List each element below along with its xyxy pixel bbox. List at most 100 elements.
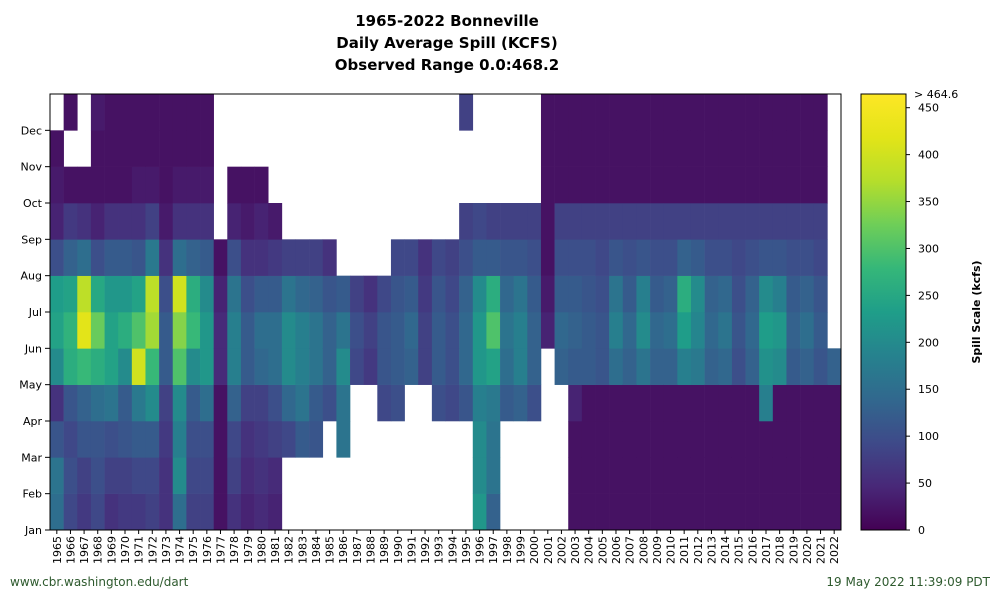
footer-timestamp: 19 May 2022 11:39:09 PDT: [826, 575, 990, 589]
heatmap-cell-2019-aug: [786, 239, 801, 276]
heatmap-cell-1981-jun: [268, 312, 283, 349]
heatmap-cell-2016-oct: [745, 166, 760, 204]
heatmap-cell-2002-dec: [554, 94, 569, 131]
colorbar-tick-label-200: 200: [918, 336, 939, 349]
heatmap-cell-2006-mar: [609, 421, 624, 458]
x-tick-label-1983: 1983: [296, 536, 309, 564]
colorbar-tick-label-250: 250: [918, 289, 939, 302]
x-tick-label-2010: 2010: [665, 536, 678, 564]
heatmap-cell-2002-jun: [554, 312, 569, 349]
heatmap-cell-2011-may: [677, 348, 692, 385]
heatmap-cell-1966-dec: [63, 94, 78, 131]
x-tick-label-1995: 1995: [460, 536, 473, 564]
heatmap-cell-2009-jan: [650, 493, 665, 531]
heatmap-cell-1979-feb: [240, 457, 255, 494]
heatmap-cell-1976-feb: [200, 457, 214, 494]
heatmap-cell-1970-jul: [118, 275, 133, 313]
heatmap-cell-1988-jul: [363, 275, 378, 313]
heatmap-cell-1982-apr: [281, 384, 296, 422]
heatmap-cell-2002-oct: [554, 166, 569, 204]
heatmap-cell-2014-aug: [718, 239, 733, 276]
heatmap-cell-1972-aug: [145, 239, 160, 276]
heatmap-cell-2018-apr: [772, 384, 787, 422]
heatmap-cell-1966-jun: [63, 312, 78, 349]
heatmap-cell-1981-jul: [268, 275, 283, 313]
heatmap-cell-2016-mar: [745, 421, 760, 458]
heatmap-cell-2019-apr: [786, 384, 801, 422]
x-tick-label-1973: 1973: [160, 536, 173, 564]
heatmap-cell-1978-may: [227, 348, 242, 385]
heatmap-cell-1980-feb: [254, 457, 269, 494]
heatmap-cell-2000-apr: [527, 384, 542, 422]
heatmap-cell-2001-dec: [540, 94, 555, 131]
heatmap-cell-2009-oct: [650, 166, 665, 204]
heatmap-cell-2011-apr: [677, 384, 692, 422]
heatmap-cell-2008-aug: [636, 239, 651, 276]
heatmap-cell-1977-jan: [213, 493, 228, 531]
heatmap-cell-1971-jul: [131, 275, 146, 313]
heatmap-cell-2004-oct: [581, 166, 596, 204]
x-tick-label-1965: 1965: [51, 536, 64, 564]
heatmap-cell-1979-jul: [240, 275, 255, 313]
heatmap-cell-2010-feb: [663, 457, 678, 494]
x-tick-label-2000: 2000: [528, 536, 541, 564]
heatmap-cell-1999-may: [513, 348, 528, 385]
heatmap-cell-1969-jun: [104, 312, 119, 349]
heatmap-cell-2010-may: [663, 348, 678, 385]
heatmap-cell-2010-jul: [663, 275, 678, 313]
heatmap-cell-1998-jul: [500, 275, 514, 313]
heatmap-cell-1995-jun: [459, 312, 474, 349]
heatmap-cell-1994-aug: [445, 239, 460, 276]
heatmap-cell-2017-nov: [759, 130, 774, 167]
heatmap-cell-2010-mar: [663, 421, 678, 458]
heatmap-cell-2001-oct: [540, 166, 555, 204]
heatmap-cell-2004-feb: [581, 457, 596, 494]
heatmap-cell-1979-jan: [240, 493, 255, 531]
heatmap-cell-1970-dec: [118, 94, 133, 131]
heatmap-cell-1976-may: [200, 348, 214, 385]
heatmap-cell-2018-mar: [772, 421, 787, 458]
heatmap-cell-1999-apr: [513, 384, 528, 422]
heatmap-cell-1979-sep: [240, 203, 255, 240]
heatmap-cell-1975-apr: [186, 384, 201, 422]
heatmap-cell-2017-may: [759, 348, 774, 385]
heatmap-cell-1979-jun: [240, 312, 255, 349]
heatmap-cell-2015-nov: [731, 130, 746, 167]
heatmap-cell-1989-apr: [377, 384, 392, 422]
y-tick-label-oct: Oct: [23, 197, 43, 210]
heatmap-cell-2014-sep: [718, 203, 733, 240]
heatmap-cell-2004-jul: [581, 275, 596, 313]
heatmap-cell-1974-apr: [172, 384, 187, 422]
heatmap-cell-2012-jul: [690, 275, 705, 313]
heatmap-cell-2001-aug: [540, 239, 555, 276]
heatmap-cell-1968-jun: [90, 312, 105, 349]
x-tick-label-1969: 1969: [105, 536, 118, 564]
heatmap-cell-2015-jul: [731, 275, 746, 313]
heatmap-cell-2007-jan: [622, 493, 637, 531]
heatmap-cell-1971-may: [131, 348, 146, 385]
heatmap-cell-2009-jul: [650, 275, 665, 313]
y-tick-label-sep: Sep: [21, 233, 42, 246]
x-tick-label-2019: 2019: [787, 536, 800, 564]
heatmap-cell-1975-sep: [186, 203, 201, 240]
y-tick-label-aug: Aug: [21, 270, 42, 283]
heatmap-cell-1994-may: [445, 348, 460, 385]
heatmap-cell-2005-jun: [595, 312, 610, 349]
heatmap-cell-2005-mar: [595, 421, 610, 458]
heatmap-cell-2008-feb: [636, 457, 651, 494]
x-tick-label-2001: 2001: [542, 536, 555, 564]
heatmap-cell-1968-sep: [90, 203, 105, 240]
heatmap-cell-1972-feb: [145, 457, 160, 494]
heatmap-cell-2011-oct: [677, 166, 692, 204]
x-tick-label-2013: 2013: [705, 536, 718, 564]
x-tick-label-2015: 2015: [733, 536, 746, 564]
heatmap-cell-1977-mar: [213, 421, 228, 458]
heatmap-cell-2013-jul: [704, 275, 719, 313]
heatmap-cell-1978-jan: [227, 493, 242, 531]
heatmap-cell-2010-oct: [663, 166, 678, 204]
heatmap-cell-1968-oct: [90, 166, 105, 204]
x-tick-label-1967: 1967: [78, 536, 91, 564]
footer-source-link[interactable]: www.cbr.washington.edu/dart: [10, 575, 189, 589]
x-tick-label-1968: 1968: [92, 536, 105, 564]
heatmap-cell-1968-aug: [90, 239, 105, 276]
